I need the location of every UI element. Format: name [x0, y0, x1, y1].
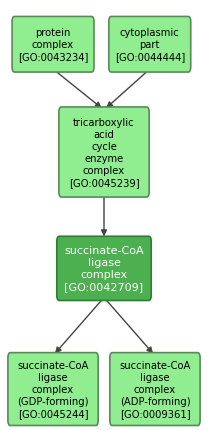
- FancyBboxPatch shape: [12, 17, 94, 73]
- FancyBboxPatch shape: [109, 17, 191, 73]
- FancyBboxPatch shape: [110, 353, 200, 426]
- Text: succinate-CoA
ligase
complex
[GO:0042709]: succinate-CoA ligase complex [GO:0042709…: [64, 246, 144, 292]
- Text: protein
complex
[GO:0043234]: protein complex [GO:0043234]: [18, 28, 88, 62]
- Text: tricarboxylic
acid
cycle
enzyme
complex
[GO:0045239]: tricarboxylic acid cycle enzyme complex …: [69, 118, 139, 187]
- Text: succinate-CoA
ligase
complex
(ADP-forming)
[GO:0009361]: succinate-CoA ligase complex (ADP-formin…: [119, 360, 191, 418]
- Text: cytoplasmic
part
[GO:0044444]: cytoplasmic part [GO:0044444]: [115, 28, 185, 62]
- Text: succinate-CoA
ligase
complex
(GDP-forming)
[GO:0045244]: succinate-CoA ligase complex (GDP-formin…: [17, 360, 89, 418]
- FancyBboxPatch shape: [57, 237, 151, 301]
- FancyBboxPatch shape: [8, 353, 98, 426]
- FancyBboxPatch shape: [59, 108, 149, 198]
